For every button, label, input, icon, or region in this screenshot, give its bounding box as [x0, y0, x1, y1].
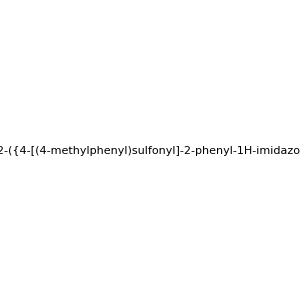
Text: N-(2,6-dimethylphenyl)-2-({4-[(4-methylphenyl)sulfonyl]-2-phenyl-1H-imidazol-5-y: N-(2,6-dimethylphenyl)-2-({4-[(4-methylp…	[0, 146, 300, 157]
